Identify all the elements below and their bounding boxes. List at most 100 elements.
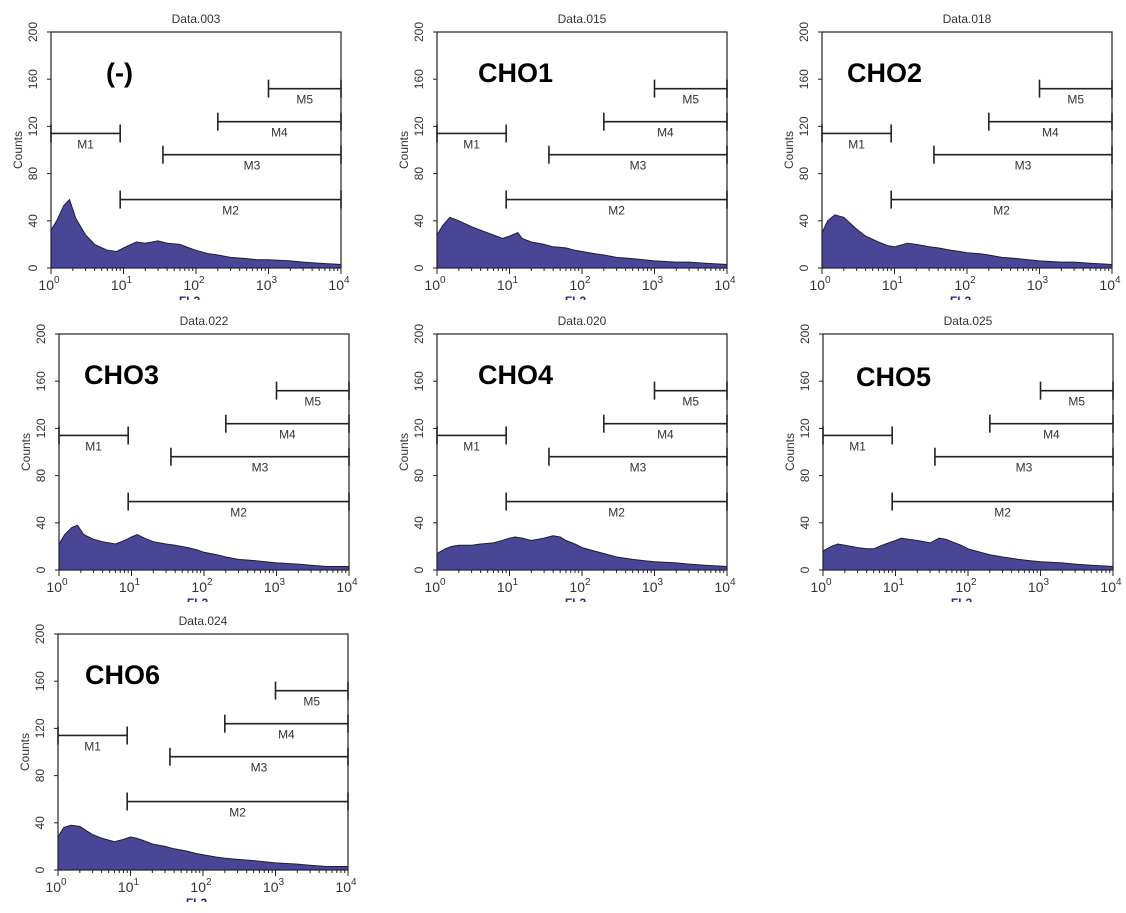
y-tick-label: 40 bbox=[797, 214, 811, 228]
y-tick-label: 80 bbox=[797, 167, 811, 181]
marker-label: M1 bbox=[84, 739, 101, 753]
y-tick-label: 160 bbox=[34, 371, 48, 391]
x-tick-exponent: 1 bbox=[134, 877, 140, 888]
x-tick-base: 10 bbox=[642, 579, 658, 595]
x-tick-base: 10 bbox=[424, 277, 440, 293]
y-tick-label: 40 bbox=[412, 516, 426, 530]
x-tick-exponent: 4 bbox=[1116, 577, 1122, 588]
marker-label: M1 bbox=[77, 137, 94, 151]
marker-label: M4 bbox=[1043, 428, 1060, 442]
x-tick-exponent: 1 bbox=[127, 275, 133, 286]
sample-label: CHO3 bbox=[84, 360, 159, 390]
y-tick-label: 0 bbox=[798, 566, 812, 573]
y-tick-label: 0 bbox=[412, 566, 426, 573]
x-tick-base: 10 bbox=[1099, 277, 1115, 293]
x-tick-base: 10 bbox=[328, 277, 344, 293]
x-tick-exponent: 4 bbox=[344, 275, 350, 286]
x-tick-base: 10 bbox=[119, 579, 135, 595]
x-tick-label: 101 bbox=[119, 577, 141, 595]
sample-label: CHO2 bbox=[847, 58, 922, 88]
x-tick-label: 103 bbox=[263, 877, 285, 895]
y-tick-label: 80 bbox=[34, 469, 48, 483]
x-axis-label: FL2 bbox=[179, 294, 201, 300]
x-tick-exponent: 1 bbox=[899, 577, 905, 588]
marker-label: M2 bbox=[230, 506, 247, 520]
y-tick-label: 160 bbox=[797, 69, 811, 89]
y-tick-label: 160 bbox=[412, 371, 426, 391]
y-tick-label: 160 bbox=[26, 69, 40, 89]
y-tick-label: 40 bbox=[412, 214, 426, 228]
y-tick-label: 80 bbox=[412, 469, 426, 483]
marker-label: M2 bbox=[608, 204, 625, 218]
y-axis-label: Counts bbox=[397, 433, 411, 471]
y-tick-label: 120 bbox=[33, 718, 47, 738]
marker-label: M3 bbox=[630, 159, 647, 173]
x-tick-exponent: 1 bbox=[513, 275, 519, 286]
y-axis-label: Counts bbox=[19, 433, 33, 471]
x-tick-exponent: 3 bbox=[279, 877, 285, 888]
panel-title: Data.022 bbox=[180, 314, 229, 328]
x-tick-base: 10 bbox=[569, 579, 585, 595]
y-tick-label: 80 bbox=[412, 167, 426, 181]
x-axis-label: FL2 bbox=[565, 294, 587, 300]
histogram-area bbox=[58, 524, 350, 571]
marker-label: M1 bbox=[463, 137, 480, 151]
panel-title: Data.025 bbox=[944, 314, 993, 328]
y-tick-label: 160 bbox=[798, 371, 812, 391]
x-tick-exponent: 0 bbox=[62, 577, 68, 588]
x-tick-label: 104 bbox=[336, 577, 358, 595]
x-tick-base: 10 bbox=[954, 277, 970, 293]
panel-title: Data.003 bbox=[172, 12, 221, 26]
marker-label: M3 bbox=[630, 461, 647, 475]
marker-label: M3 bbox=[244, 159, 261, 173]
x-tick-exponent: 2 bbox=[971, 577, 977, 588]
panel-title: Data.020 bbox=[558, 314, 607, 328]
x-tick-label: 101 bbox=[882, 275, 904, 293]
y-tick-label: 0 bbox=[797, 264, 811, 271]
marker-label: M2 bbox=[608, 506, 625, 520]
x-axis-label: FL2 bbox=[565, 596, 587, 602]
marker-label: M2 bbox=[993, 204, 1010, 218]
x-tick-exponent: 3 bbox=[280, 577, 286, 588]
x-tick-base: 10 bbox=[883, 579, 899, 595]
marker-label: M5 bbox=[1068, 395, 1085, 409]
y-tick-label: 200 bbox=[797, 22, 811, 42]
x-tick-label: 104 bbox=[1100, 577, 1122, 595]
x-tick-exponent: 3 bbox=[1044, 577, 1050, 588]
y-tick-label: 200 bbox=[412, 324, 426, 344]
x-tick-base: 10 bbox=[111, 277, 127, 293]
x-tick-label: 104 bbox=[1099, 275, 1121, 293]
x-tick-base: 10 bbox=[714, 277, 730, 293]
x-tick-exponent: 0 bbox=[61, 877, 67, 888]
x-tick-base: 10 bbox=[336, 579, 352, 595]
marker-label: M3 bbox=[251, 761, 268, 775]
histogram-area bbox=[436, 216, 728, 269]
marker-label: M1 bbox=[463, 439, 480, 453]
sample-label: (-) bbox=[106, 58, 133, 88]
x-tick-exponent: 1 bbox=[898, 275, 904, 286]
x-tick-exponent: 4 bbox=[351, 877, 357, 888]
x-tick-exponent: 2 bbox=[206, 877, 212, 888]
y-tick-label: 40 bbox=[34, 516, 48, 530]
x-tick-exponent: 4 bbox=[1115, 275, 1121, 286]
x-tick-label: 101 bbox=[883, 577, 905, 595]
x-tick-base: 10 bbox=[810, 579, 826, 595]
x-tick-label: 102 bbox=[190, 877, 212, 895]
x-tick-label: 101 bbox=[118, 877, 140, 895]
y-tick-label: 120 bbox=[412, 116, 426, 136]
marker-label: M1 bbox=[848, 137, 865, 151]
y-tick-label: 200 bbox=[412, 22, 426, 42]
x-tick-label: 102 bbox=[191, 577, 213, 595]
x-tick-label: 100 bbox=[424, 275, 446, 293]
x-tick-exponent: 4 bbox=[352, 577, 358, 588]
histogram-area bbox=[436, 535, 728, 571]
y-tick-label: 120 bbox=[26, 116, 40, 136]
y-tick-label: 0 bbox=[34, 566, 48, 573]
y-axis-label: Counts bbox=[782, 131, 796, 169]
marker-label: M5 bbox=[296, 93, 313, 107]
histogram-area bbox=[57, 824, 349, 871]
